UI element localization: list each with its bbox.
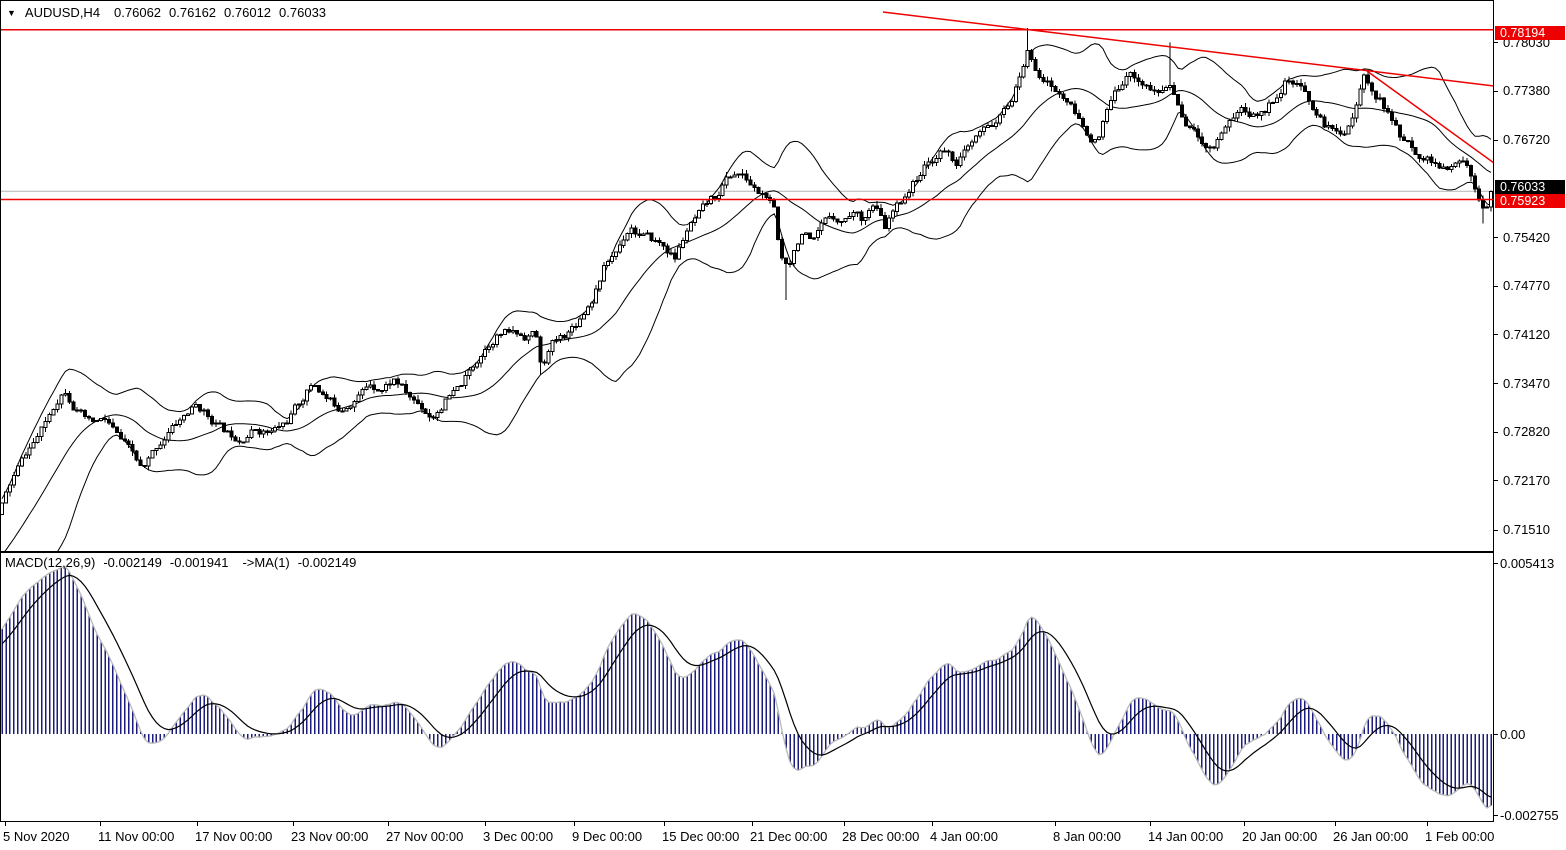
high-value: 0.76162 [169,5,217,20]
time-tick-mark [293,822,294,826]
bollinger-lower [56,111,1492,552]
time-tick-label: 20 Jan 00:00 [1242,829,1318,844]
time-tick-label: 3 Dec 00:00 [483,829,554,844]
price-tick-label: 0.76720 [1503,132,1550,148]
price-tick-label: 0.72170 [1503,472,1550,488]
price-tick-label: 0.71510 [1503,522,1550,537]
macd-tick-mark [1494,815,1498,816]
macd-panel-canvas[interactable] [0,552,1494,822]
price-badge: 0.78194 [1495,25,1565,40]
time-tick-mark [100,822,101,826]
time-tick-label: 5 Nov 2020 [3,829,70,844]
time-tick-mark [485,822,486,826]
time-tick-mark [197,822,198,826]
time-tick-mark [752,822,753,826]
open-value: 0.76062 [114,5,162,20]
time-tick-label: 4 Jan 00:00 [930,829,998,844]
bollinger-upper [1,43,1492,499]
time-tick-label: 23 Nov 00:00 [291,829,369,844]
time-tick-mark [1055,822,1056,826]
time-axis[interactable]: 5 Nov 2020 11 Nov 00:00 17 Nov 00:00 23 Nov… [0,822,1566,850]
symbol-dropdown-icon[interactable]: ▼ [7,8,16,18]
time-tick-label: 1 Feb 00:00 [1425,829,1495,844]
time-tick-mark [574,822,575,826]
trendline [1366,70,1494,164]
price-badge: 0.75923 [1495,193,1565,208]
time-tick-label: 9 Dec 00:00 [572,829,643,844]
macd-main-value: -0.002149 [103,555,162,570]
price-tick-label: 0.74120 [1503,326,1550,342]
macd-signal-line [1,574,1492,798]
macd-indicator-label: MACD(12,26,9) -0.002149 -0.001941 ->MA(1) -0… [5,555,356,570]
price-tick-mark [1494,237,1498,239]
macd-signal-value: -0.001941 [169,555,229,570]
price-chart-canvas[interactable] [0,0,1494,552]
symbol-label: AUDUSD,H4 [24,5,101,20]
price-tick-label: 0.75420 [1503,229,1550,245]
price-badge: 0.76033 [1495,180,1565,195]
time-tick-label: 11 Nov 00:00 [98,829,175,844]
macd-tick-label: 0.00 [1500,726,1526,742]
time-tick-mark [844,822,845,826]
price-tick-label: 0.73470 [1503,375,1550,391]
price-axis[interactable]: 0.78030 0.77380 0.76720 0.75420 0.74770 0.741… [1494,0,1566,823]
macd-histogram [1,567,1492,808]
time-tick-label: 28 Dec 00:00 [842,829,920,844]
time-tick-mark [1427,822,1428,826]
time-tick-mark [1335,822,1336,826]
macd-name: MACD(12,26,9) [5,555,96,570]
time-tick-mark [932,822,933,826]
price-tick-mark [1494,42,1498,43]
trendline [882,11,1494,87]
price-tick-mark [1494,139,1498,141]
price-tick-mark [1494,383,1498,384]
time-tick-mark [1244,822,1245,826]
macd-ma-label: ->MA(1) [242,555,290,570]
time-tick-mark [1150,822,1151,826]
time-tick-label: 26 Jan 00:00 [1333,829,1409,844]
price-tick-mark [1494,529,1498,531]
time-tick-label: 15 Dec 00:00 [662,829,740,844]
close-value: 0.76033 [279,5,327,20]
macd-envelope-line [1,566,1492,809]
time-tick-label: 14 Jan 00:00 [1148,829,1224,844]
low-value: 0.76012 [224,5,272,20]
time-tick-label: 8 Jan 00:00 [1053,829,1121,844]
chart-title: ▼ AUDUSD,H4 0.76062 0.76162 0.76012 0.76033 [4,5,326,20]
price-tick-label: 0.72820 [1503,424,1550,440]
macd-tick-label: -0.002755 [1500,807,1559,823]
price-tick-mark [1494,90,1498,92]
bollinger-middle [3,87,1492,552]
macd-tick-label: 0.005413 [1500,555,1555,571]
time-tick-label: 21 Dec 00:00 [750,829,828,844]
price-tick-label: 0.74770 [1503,278,1550,294]
time-tick-label: 27 Nov 00:00 [386,829,464,844]
macd-tick-mark [1494,563,1498,564]
time-tick-mark [664,822,665,826]
time-tick-label: 17 Nov 00:00 [195,829,273,844]
macd-ma-value: -0.002149 [297,555,357,570]
candles [0,27,1493,516]
macd-tick-mark [1494,734,1498,735]
price-tick-mark [1494,431,1498,433]
time-tick-mark [388,822,389,826]
time-tick-mark [5,822,6,826]
price-tick-mark [1494,480,1498,482]
price-tick-label: 0.77380 [1503,83,1550,99]
price-tick-mark [1494,334,1498,336]
price-tick-mark [1494,285,1498,287]
